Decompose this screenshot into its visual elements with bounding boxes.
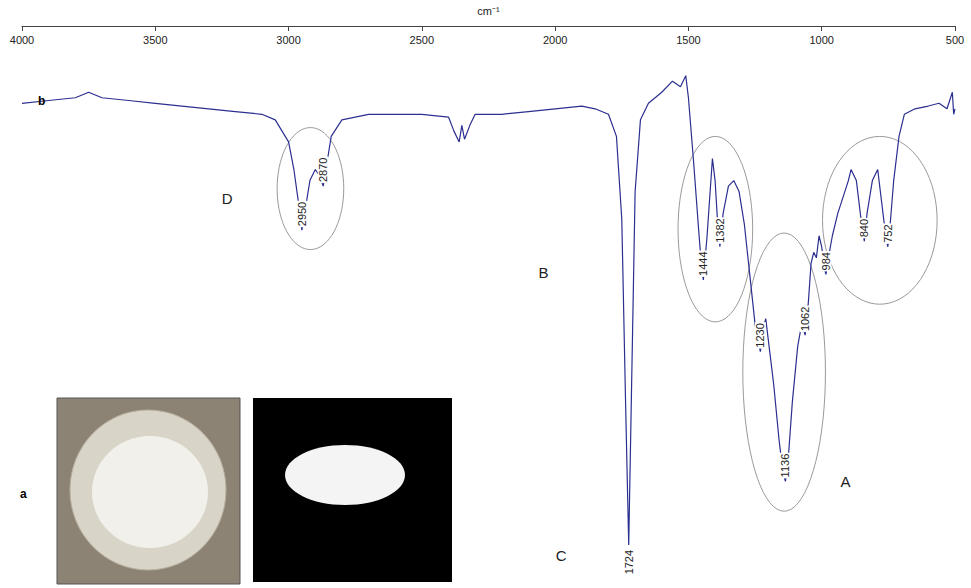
svg-text:2500: 2500 xyxy=(410,34,434,46)
svg-text:752: 752 xyxy=(882,224,894,242)
svg-text:a: a xyxy=(20,487,27,501)
svg-text:3000: 3000 xyxy=(276,34,300,46)
svg-text:1500: 1500 xyxy=(676,34,700,46)
svg-text:2870: 2870 xyxy=(317,158,329,182)
svg-text:D: D xyxy=(222,190,233,207)
svg-text:A: A xyxy=(840,473,850,490)
svg-text:2950: 2950 xyxy=(296,202,308,226)
svg-text:3500: 3500 xyxy=(143,34,167,46)
svg-text:1382: 1382 xyxy=(714,218,726,242)
svg-text:B: B xyxy=(538,264,548,281)
svg-text:1000: 1000 xyxy=(809,34,833,46)
svg-text:2000: 2000 xyxy=(543,34,567,46)
svg-text:1444: 1444 xyxy=(697,251,709,275)
svg-text:1136: 1136 xyxy=(779,454,791,478)
svg-text:b: b xyxy=(38,94,45,108)
svg-text:1724: 1724 xyxy=(623,550,635,574)
svg-text:984: 984 xyxy=(820,252,832,270)
svg-text:1230: 1230 xyxy=(754,323,766,347)
svg-text:1062: 1062 xyxy=(799,307,811,331)
svg-text:4000: 4000 xyxy=(10,34,34,46)
svg-text:cm⁻¹: cm⁻¹ xyxy=(477,5,500,17)
svg-text:500: 500 xyxy=(946,34,964,46)
svg-text:840: 840 xyxy=(858,219,870,237)
svg-text:C: C xyxy=(556,547,567,564)
